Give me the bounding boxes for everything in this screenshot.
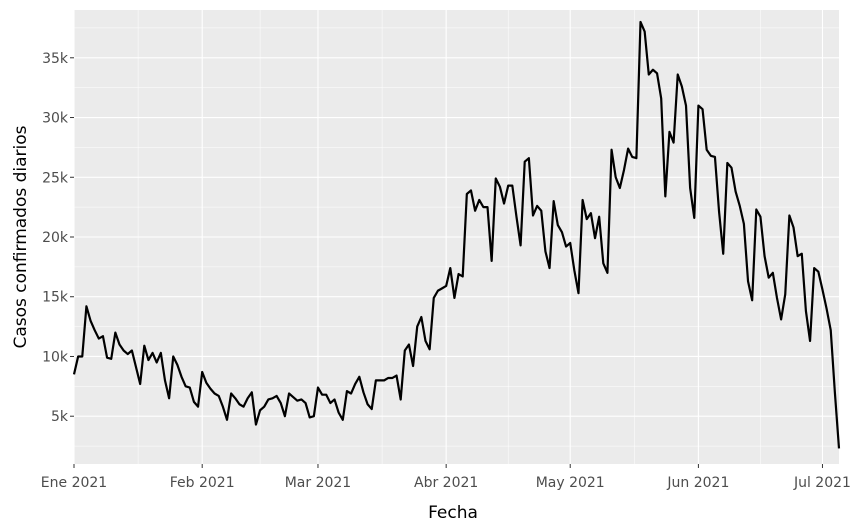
y-axis: 5k 10k 15k 20k 25k 30k 35k [42, 51, 74, 425]
y-tick-label: 10k [42, 349, 69, 365]
y-tick-label: 5k [51, 409, 69, 425]
x-tick-label: Mar 2021 [285, 475, 352, 491]
x-axis: Ene 2021 Feb 2021 Mar 2021 Abr 2021 May 2021… [41, 464, 851, 491]
y-tick-label: 30k [42, 111, 69, 127]
x-tick-label: Ene 2021 [41, 475, 107, 491]
y-tick-label: 25k [42, 170, 69, 186]
y-tick-label: 20k [42, 230, 69, 246]
y-axis-title: Casos confirmados diarios [11, 125, 31, 348]
series-line [72, 20, 841, 449]
x-axis-title: Fecha [428, 503, 478, 523]
x-tick-label: Jul 2021 [793, 475, 851, 491]
x-tick-label: Feb 2021 [170, 475, 235, 491]
x-tick-label: Abr 2021 [414, 475, 478, 491]
y-tick-label: 15k [42, 290, 69, 306]
x-tick-label: Jun 2021 [666, 475, 729, 491]
x-tick-label: May 2021 [536, 475, 605, 491]
y-tick-label: 35k [42, 51, 69, 67]
